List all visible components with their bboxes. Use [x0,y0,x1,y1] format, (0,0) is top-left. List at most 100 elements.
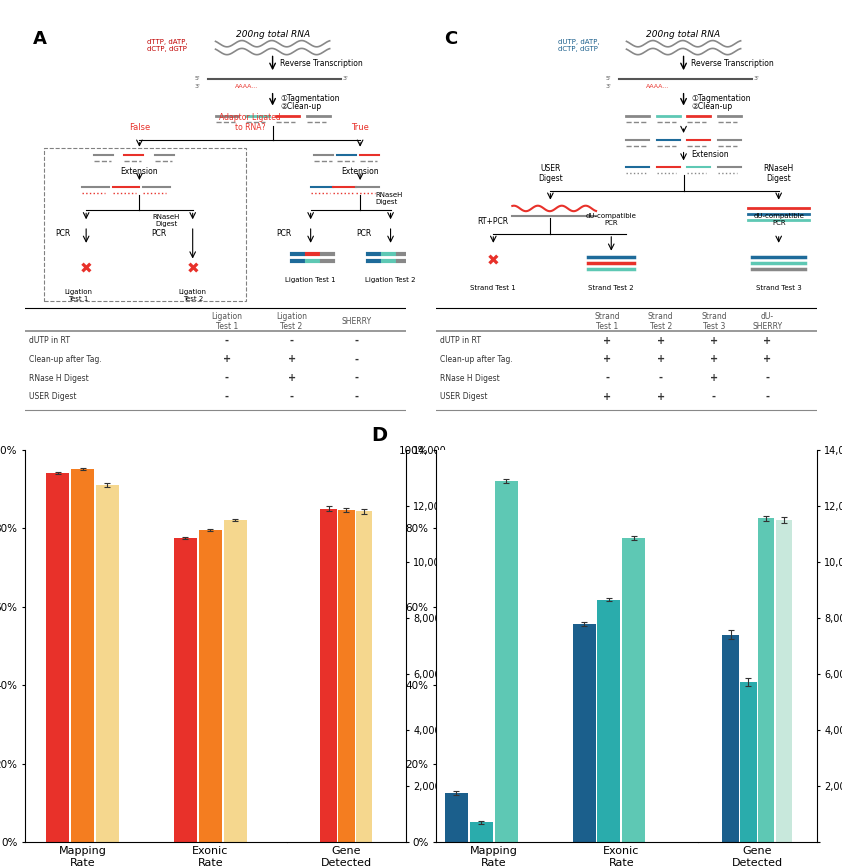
Text: Clean-up after Tag.: Clean-up after Tag. [440,355,513,364]
Text: Ligation
Test 1: Ligation Test 1 [65,289,93,302]
Text: RNaseH
Digest: RNaseH Digest [152,214,179,227]
Text: +: + [604,354,611,365]
Text: USER Digest: USER Digest [440,392,488,401]
Bar [338,510,354,842]
Text: Strand
Test 1: Strand Test 1 [594,312,621,332]
Text: Ligation
Test 2: Ligation Test 2 [179,289,206,302]
Bar [174,538,197,842]
Text: dU-compatible
PCR: dU-compatible PCR [754,214,804,226]
Text: ✖: ✖ [186,262,199,277]
Text: USER Digest: USER Digest [29,392,77,401]
Text: PCR: PCR [151,229,166,239]
Bar [72,470,94,842]
Bar [722,635,738,842]
Text: 5': 5' [605,76,611,82]
Text: -: - [290,391,294,402]
Text: 3': 3' [195,84,200,89]
Text: Extension: Extension [120,168,158,176]
Text: +: + [763,354,771,365]
Text: PCR: PCR [276,229,291,239]
Text: RNaseH
Digest: RNaseH Digest [764,163,794,183]
Text: Ligation Test 2: Ligation Test 2 [365,277,416,283]
Bar [470,822,493,842]
Text: RNase H Digest: RNase H Digest [29,373,88,383]
Text: Reverse Transcription: Reverse Transcription [280,59,363,68]
Text: -: - [354,354,359,365]
Text: +: + [288,354,296,365]
Text: +: + [288,373,296,383]
Text: AAAA...: AAAA... [646,84,669,89]
Bar [758,518,775,842]
Text: ①Tagmentation: ①Tagmentation [280,94,339,103]
Bar [740,682,757,842]
Text: -: - [225,373,229,383]
Text: -: - [354,373,359,383]
Text: Strand
Test 3: Strand Test 3 [701,312,727,332]
Text: ✖: ✖ [487,254,499,269]
Text: Strand
Test 2: Strand Test 2 [647,312,674,332]
Text: Ligation
Test 1: Ligation Test 1 [211,312,242,332]
Text: False: False [129,123,150,132]
Text: C: C [444,30,457,48]
Text: Strand Test 3: Strand Test 3 [756,285,802,291]
Text: RNase H Digest: RNase H Digest [440,373,500,383]
Text: 5': 5' [195,76,200,82]
Text: dUTP in RT: dUTP in RT [440,337,481,345]
Text: ✖: ✖ [80,262,93,277]
Text: AAAA...: AAAA... [235,84,258,89]
Text: +: + [223,354,231,365]
Text: dUTP in RT: dUTP in RT [29,337,70,345]
Text: PCR: PCR [356,229,371,239]
Bar [320,509,337,842]
Text: Extension: Extension [691,149,729,159]
Text: -: - [765,373,770,383]
Text: ②Clean-up: ②Clean-up [691,102,733,111]
Bar [199,530,221,842]
Text: +: + [710,354,718,365]
Text: -: - [354,391,359,402]
Text: -: - [354,336,359,346]
Text: +: + [657,336,665,346]
Text: -: - [225,336,229,346]
Text: +: + [657,391,665,402]
Text: Extension: Extension [341,168,379,176]
Text: ①Tagmentation: ①Tagmentation [691,94,751,103]
Text: 200ng total RNA: 200ng total RNA [647,30,721,39]
Text: Ligation
Test 2: Ligation Test 2 [276,312,307,332]
Bar [622,538,645,842]
Text: +: + [710,336,718,346]
Bar [96,485,119,842]
Bar [356,511,372,842]
Bar [494,481,518,842]
Text: Reverse Transcription: Reverse Transcription [691,59,774,68]
Text: A: A [33,30,47,48]
Text: Adaptor Ligated
to RNA?: Adaptor Ligated to RNA? [219,113,280,132]
Text: D: D [370,426,387,445]
Text: SHERRY: SHERRY [341,317,371,326]
Text: +: + [763,336,771,346]
Bar [597,600,621,842]
Bar [445,793,468,842]
Bar [573,624,595,842]
Text: Strand Test 2: Strand Test 2 [589,285,634,291]
Text: RT+PCR: RT+PCR [477,217,509,226]
Text: Clean-up after Tag.: Clean-up after Tag. [29,355,102,364]
Text: 200ng total RNA: 200ng total RNA [236,30,310,39]
Text: -: - [290,336,294,346]
Text: +: + [604,336,611,346]
Text: PCR: PCR [56,229,71,239]
Text: 3': 3' [754,76,759,82]
Text: +: + [657,354,665,365]
Text: +: + [710,373,718,383]
Text: -: - [658,373,663,383]
Text: True: True [351,123,369,132]
Text: +: + [604,391,611,402]
Bar [46,473,69,842]
Bar [224,520,247,842]
Text: dU-
SHERRY: dU- SHERRY [752,312,782,332]
Text: -: - [605,373,610,383]
Bar [775,520,792,842]
Bar [45,148,246,300]
Text: dUTP, dATP,
dCTP, dGTP: dUTP, dATP, dCTP, dGTP [558,39,600,52]
Text: Ligation Test 1: Ligation Test 1 [285,277,336,283]
